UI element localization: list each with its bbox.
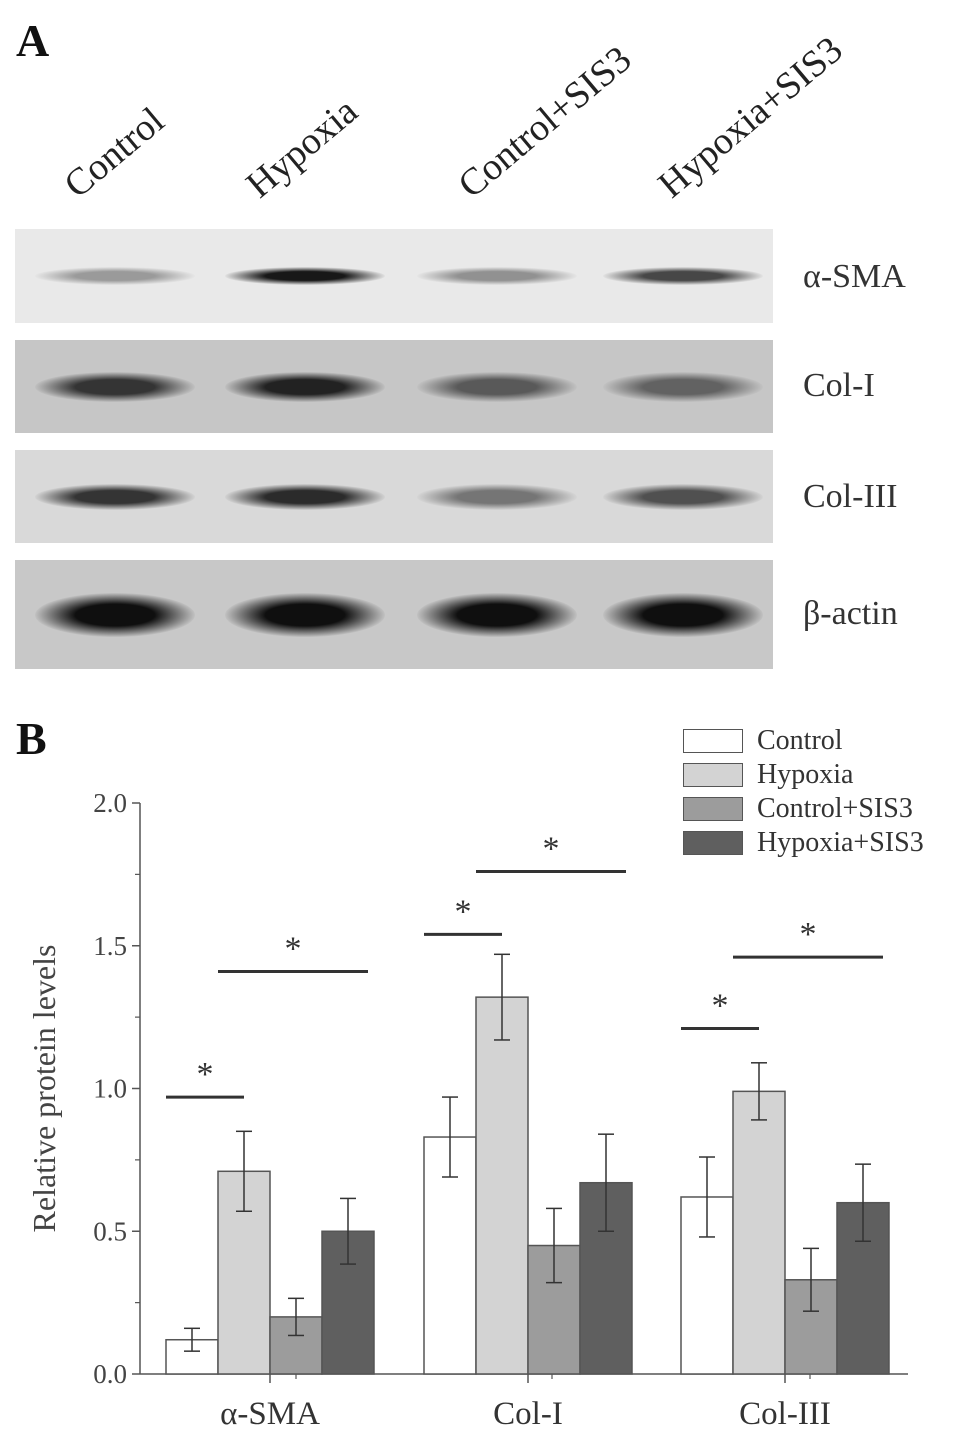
legend-item-control: Control: [683, 725, 843, 756]
legend-label-hypoxia-sis3: Hypoxia+SIS3: [757, 827, 924, 858]
y-axis-label: Relative protein levels: [26, 945, 62, 1233]
significance-mark: *: [197, 1056, 214, 1093]
significance-mark: *: [800, 916, 817, 953]
blot-band: [35, 267, 195, 285]
y-tick-label: 0.5: [93, 1216, 127, 1246]
significance-mark: *: [285, 930, 302, 967]
lane-label-hypoxia: Hypoxia: [238, 89, 366, 207]
legend-item-hypoxia: Hypoxia: [683, 759, 854, 790]
legend-item-hypoxia-sis3: Hypoxia+SIS3: [683, 827, 924, 858]
bar-chart: 0.0 0.5 1.0 1.5 2.0 Relative protein levels α-…: [26, 788, 908, 1432]
blot-band: [417, 267, 577, 285]
protein-label-col-i: Col-I: [803, 367, 875, 404]
protein-label-alpha-sma: α-SMA: [803, 258, 906, 295]
blot-band: [225, 483, 385, 510]
lane-label-control-sis3: Control+SIS3: [450, 38, 640, 207]
significance-mark: *: [543, 831, 560, 868]
y-tick-label: 1.5: [93, 931, 127, 961]
legend-label-hypoxia: Hypoxia: [757, 759, 854, 790]
panel-b-label: B: [16, 713, 47, 764]
blot-band: [35, 483, 195, 510]
legend-label-control: Control: [757, 725, 843, 756]
blot-band: [603, 483, 763, 510]
bar: [732, 1090, 786, 1375]
protein-label-beta-actin: β-actin: [803, 595, 898, 632]
blot-band: [35, 371, 195, 402]
legend-item-control-sis3: Control+SIS3: [683, 793, 913, 824]
y-tick-label: 0.0: [93, 1359, 127, 1389]
blot-strip-col-iii: [15, 450, 773, 543]
blot-band: [225, 267, 385, 285]
blot-band: [35, 592, 195, 637]
lane-label-hypoxia-sis3: Hypoxia+SIS3: [650, 28, 851, 207]
legend-swatch-control-sis3: [683, 797, 743, 821]
blot-band: [603, 592, 763, 637]
blot-band: [417, 371, 577, 402]
blot-band: [225, 592, 385, 637]
lane-label-control: Control: [56, 99, 173, 207]
legend-swatch-hypoxia-sis3: [683, 831, 743, 855]
blot-band: [603, 371, 763, 402]
blot-strip-col-i: [15, 340, 773, 433]
panel-a-label: A: [16, 15, 50, 66]
y-tick-label: 1.0: [93, 1074, 127, 1104]
significance-mark: *: [712, 988, 729, 1025]
legend-label-control-sis3: Control+SIS3: [757, 793, 913, 824]
bar: [475, 996, 529, 1375]
blot-band: [225, 371, 385, 402]
y-tick-label: 2.0: [93, 788, 127, 818]
x-tick-label: Col-III: [739, 1396, 831, 1432]
legend-swatch-control: [683, 729, 743, 753]
significance-mark: *: [455, 893, 472, 930]
blot-strip-alpha-sma: [15, 229, 773, 323]
x-tick-label: Col-I: [493, 1396, 563, 1432]
blot-band: [603, 267, 763, 285]
blot-band: [417, 592, 577, 637]
protein-label-col-iii: Col-III: [803, 478, 898, 515]
blot-strip-beta-actin: [15, 560, 773, 669]
legend-swatch-hypoxia: [683, 763, 743, 787]
blot-band: [417, 483, 577, 510]
x-tick-label: α-SMA: [220, 1396, 320, 1432]
